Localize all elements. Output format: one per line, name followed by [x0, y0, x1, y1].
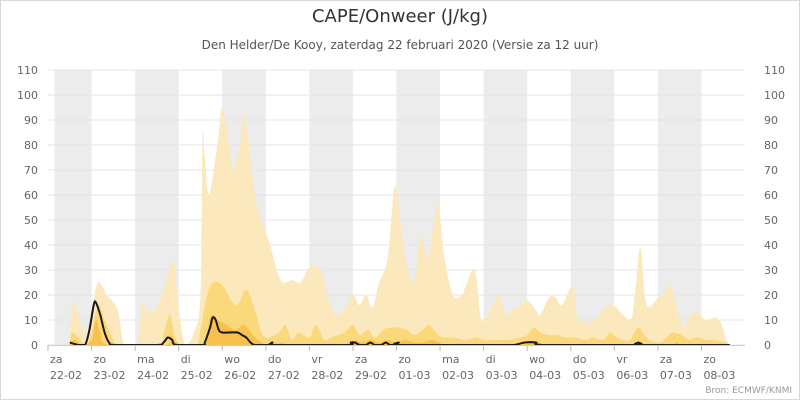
x-tick-date: 01-03 — [399, 369, 431, 382]
x-tick-date: 26-02 — [224, 369, 256, 382]
y-tick-label-left: 70 — [24, 164, 38, 177]
x-tick-day: vr — [311, 353, 323, 366]
band-outer-area — [69, 107, 730, 345]
x-tick-date: 22-02 — [50, 369, 82, 382]
y-tick-label-left: 100 — [17, 89, 38, 102]
x-tick-day: do — [268, 353, 282, 366]
x-tick-day: di — [181, 353, 191, 366]
day-band — [570, 70, 615, 345]
y-tick-label-right: 70 — [764, 164, 778, 177]
y-tick-label-right: 20 — [764, 289, 778, 302]
x-tick-date: 24-02 — [137, 369, 169, 382]
x-tick-day: ma — [442, 353, 459, 366]
y-tick-label-left: 90 — [24, 114, 38, 127]
x-tick-day: za — [50, 353, 63, 366]
x-tick-date: 25-02 — [181, 369, 213, 382]
x-tick-date: 05-03 — [573, 369, 605, 382]
chart-subtitle: Den Helder/De Kooy, zaterdag 22 februari… — [201, 38, 599, 52]
y-tick-label-right: 30 — [764, 264, 778, 277]
y-tick-label-right: 10 — [764, 314, 778, 327]
x-tick-date: 08-03 — [703, 369, 735, 382]
y-tick-label-left: 80 — [24, 139, 38, 152]
y-tick-label-right: 60 — [764, 189, 778, 202]
y-tick-label-left: 110 — [17, 64, 38, 77]
chart-title: CAPE/Onweer (J/kg) — [311, 6, 488, 27]
x-tick-date: 02-03 — [442, 369, 474, 382]
x-tick-day: wo — [529, 353, 545, 366]
x-tick-day: ma — [137, 353, 154, 366]
y-tick-label-right: 90 — [764, 114, 778, 127]
x-tick-day: zo — [703, 353, 716, 366]
x-tick-date: 29-02 — [355, 369, 387, 382]
day-band — [483, 70, 528, 345]
x-tick-date: 07-03 — [660, 369, 692, 382]
y-tick-label-right: 50 — [764, 214, 778, 227]
x-tick-date: 06-03 — [616, 369, 648, 382]
x-tick-day: di — [486, 353, 496, 366]
x-tick-day: wo — [224, 353, 240, 366]
x-tick-day: za — [355, 353, 368, 366]
x-tick-date: 23-02 — [94, 369, 126, 382]
x-tick-day: vr — [616, 353, 628, 366]
band-inner-area — [69, 314, 730, 345]
x-tick-date: 04-03 — [529, 369, 561, 382]
band-middle-area — [69, 281, 730, 345]
y-tick-label-right: 80 — [764, 139, 778, 152]
x-tick-day: do — [573, 353, 587, 366]
x-tick-date: 03-03 — [486, 369, 518, 382]
y-tick-label-left: 60 — [24, 189, 38, 202]
x-tick-day: za — [660, 353, 673, 366]
y-tick-label-left: 40 — [24, 239, 38, 252]
day-band — [54, 70, 92, 345]
y-tick-label-left: 50 — [24, 214, 38, 227]
chart-credits: Bron: ECMWF/KNMI — [705, 386, 792, 396]
x-tick-day: zo — [94, 353, 107, 366]
y-tick-label-left: 30 — [24, 264, 38, 277]
x-tick-day: zo — [399, 353, 412, 366]
y-tick-label-left: 10 — [24, 314, 38, 327]
y-tick-label-right: 110 — [764, 64, 785, 77]
y-tick-label-left: 20 — [24, 289, 38, 302]
y-tick-label-left: 0 — [31, 339, 38, 352]
x-tick-date: 28-02 — [311, 369, 343, 382]
y-tick-label-right: 100 — [764, 89, 785, 102]
y-tick-label-right: 0 — [764, 339, 771, 352]
y-tick-label-right: 40 — [764, 239, 778, 252]
x-tick-date: 27-02 — [268, 369, 300, 382]
